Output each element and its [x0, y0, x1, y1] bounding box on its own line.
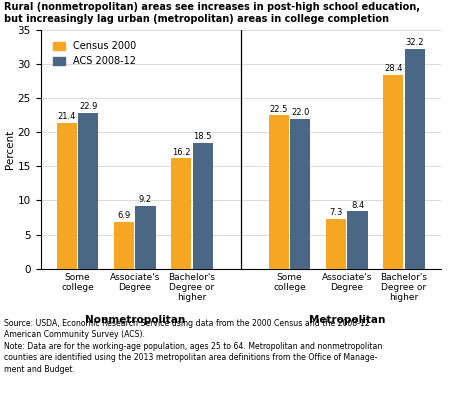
Bar	[78, 113, 99, 269]
Bar	[114, 222, 134, 269]
Text: Bachelor's
Degree or
higher: Bachelor's Degree or higher	[168, 273, 216, 302]
Bar	[171, 158, 191, 269]
Bar	[326, 219, 346, 269]
Bar	[383, 75, 403, 269]
Text: Some
college: Some college	[61, 273, 94, 292]
Text: Associate's
Degree: Associate's Degree	[322, 273, 372, 292]
Legend: Census 2000, ACS 2008-12: Census 2000, ACS 2008-12	[50, 37, 140, 70]
Y-axis label: Percent: Percent	[5, 130, 15, 169]
Text: Some
college: Some college	[273, 273, 306, 292]
Text: Metropolitan: Metropolitan	[309, 315, 385, 325]
Bar	[290, 119, 310, 269]
Text: 8.4: 8.4	[351, 201, 364, 210]
Bar	[135, 206, 156, 269]
Text: 16.2: 16.2	[172, 148, 190, 156]
Text: 32.2: 32.2	[405, 38, 424, 47]
Text: 9.2: 9.2	[139, 195, 152, 204]
Bar	[405, 49, 425, 269]
Text: 21.4: 21.4	[58, 112, 76, 121]
Bar	[269, 115, 289, 269]
Text: 22.5: 22.5	[270, 105, 288, 113]
Bar	[193, 143, 213, 269]
Text: 28.4: 28.4	[384, 65, 402, 73]
Text: Nonmetropolitan: Nonmetropolitan	[85, 315, 185, 325]
Text: 6.9: 6.9	[117, 211, 130, 220]
Text: Associate's
Degree: Associate's Degree	[109, 273, 160, 292]
Bar	[57, 123, 77, 269]
Text: Source: USDA, Economic Research Service using data from the 2000 Census and the : Source: USDA, Economic Research Service …	[4, 319, 383, 374]
Bar	[347, 211, 368, 269]
Text: 22.0: 22.0	[291, 108, 310, 117]
Text: Bachelor's
Degree or
higher: Bachelor's Degree or higher	[381, 273, 428, 302]
Text: but increasingly lag urban (metropolitan) areas in college completion: but increasingly lag urban (metropolitan…	[4, 14, 390, 24]
Text: Rural (nonmetropolitan) areas see increases in post-high school education,: Rural (nonmetropolitan) areas see increa…	[4, 2, 420, 12]
Text: 18.5: 18.5	[194, 132, 212, 141]
Text: 7.3: 7.3	[329, 208, 343, 217]
Text: 22.9: 22.9	[79, 102, 98, 111]
